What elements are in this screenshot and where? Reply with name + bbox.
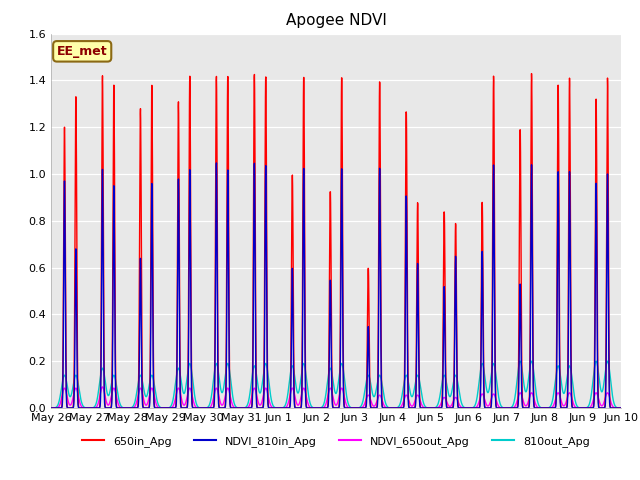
Text: EE_met: EE_met xyxy=(57,45,108,58)
Title: Apogee NDVI: Apogee NDVI xyxy=(285,13,387,28)
Legend: 650in_Apg, NDVI_810in_Apg, NDVI_650out_Apg, 810out_Apg: 650in_Apg, NDVI_810in_Apg, NDVI_650out_A… xyxy=(77,432,595,451)
